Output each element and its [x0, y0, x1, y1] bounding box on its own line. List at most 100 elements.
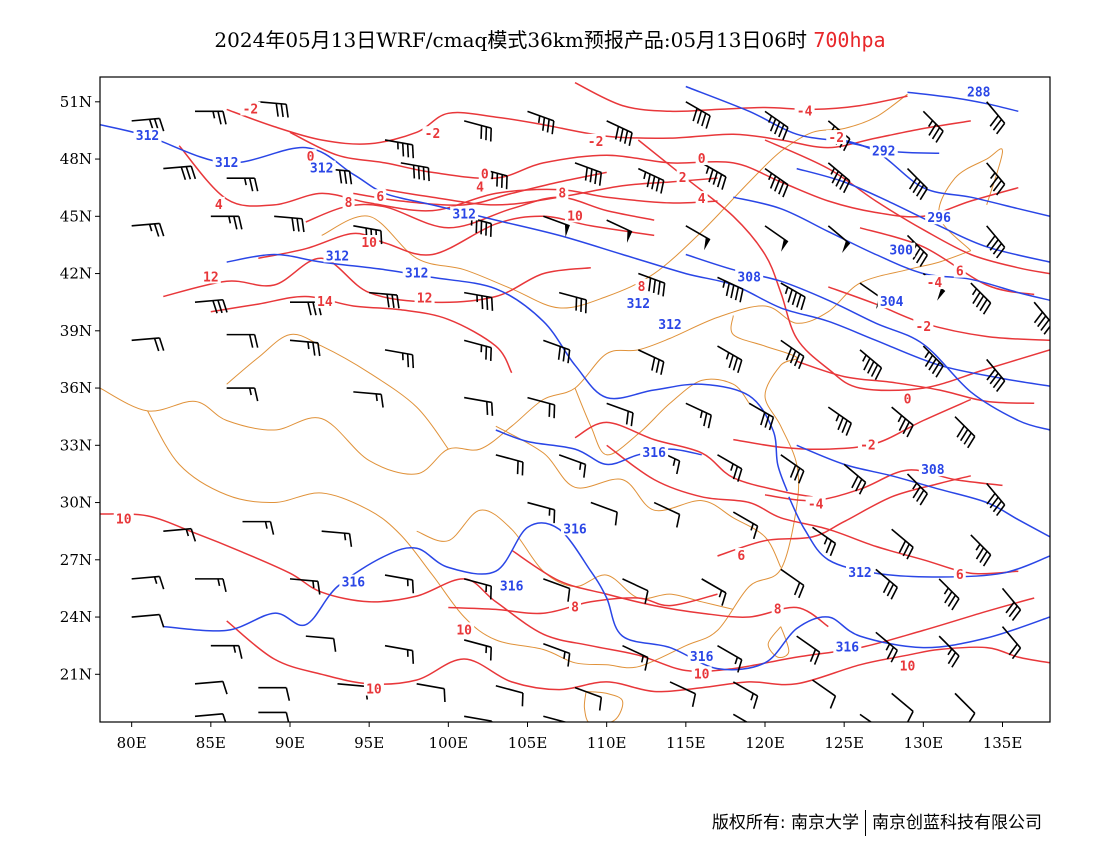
- contour-label-bg: [363, 681, 384, 696]
- temperature-contour: [289, 131, 1019, 218]
- wind-barb: [764, 225, 789, 252]
- y-tick-label: 48N: [60, 150, 92, 168]
- wind-barb: [780, 568, 805, 599]
- wind-barb: [194, 298, 228, 314]
- wind-barb: [210, 215, 243, 230]
- boundary-line: [583, 691, 624, 722]
- wind-barb: [321, 530, 353, 547]
- height-contour: [100, 123, 1050, 387]
- height-contour: [828, 135, 1050, 218]
- height-contour: [226, 253, 788, 492]
- x-tick-label: 110E: [587, 734, 627, 752]
- contour-label-bg: [794, 103, 815, 118]
- contour-label: 4: [215, 198, 223, 213]
- contour-label-bg: [414, 290, 435, 305]
- contour-label-bg: [735, 269, 764, 284]
- contour-label-bg: [339, 574, 368, 589]
- wind-barb: [827, 406, 853, 436]
- wind-barb: [258, 711, 290, 722]
- contour-label-bg: [869, 143, 898, 158]
- contour-label-bg: [200, 269, 221, 284]
- contour-label: -2: [588, 135, 604, 150]
- temperature-contour: [210, 295, 513, 374]
- contour-label: 6: [376, 190, 384, 205]
- wind-barb: [922, 110, 944, 143]
- contour-label-bg: [964, 84, 993, 99]
- wind-barb: [701, 578, 727, 606]
- wind-barb: [653, 501, 681, 528]
- contour-label-bg: [240, 101, 261, 116]
- contour-label: 312: [326, 249, 349, 264]
- contour-label: 0: [698, 152, 706, 167]
- wind-barb: [195, 110, 227, 125]
- wind-barb: [194, 713, 227, 722]
- wind-barb: [163, 165, 197, 180]
- wind-barb: [337, 683, 369, 700]
- wind-barb: [891, 406, 914, 438]
- wind-barb: [637, 167, 665, 194]
- height-contour: [733, 196, 1050, 302]
- contour-label: 10: [567, 209, 583, 224]
- contour-label: -4: [797, 104, 813, 119]
- wind-barb: [843, 463, 867, 495]
- boundary-line: [495, 425, 782, 568]
- y-tick-label: 45N: [60, 207, 92, 225]
- wind-barb: [274, 215, 305, 233]
- contour-label: 6: [956, 568, 964, 583]
- contour-label-bg: [307, 160, 336, 175]
- wind-barb: [875, 568, 898, 600]
- wind-barb: [986, 482, 1006, 517]
- temperature-contour: [511, 549, 829, 628]
- contour-label-bg: [857, 437, 878, 452]
- contour-label-bg: [953, 567, 966, 582]
- temperature-contour: [226, 620, 1050, 693]
- contour-label: 0: [481, 167, 489, 182]
- wind-barb: [859, 349, 883, 381]
- x-tick-label: 130E: [904, 734, 944, 752]
- wind-barb: [131, 337, 165, 352]
- wind-barb: [732, 511, 759, 540]
- contour-label-bg: [497, 578, 526, 593]
- wind-barb: [527, 396, 556, 419]
- wind-barb: [606, 120, 633, 146]
- x-tick-label: 105E: [508, 734, 548, 752]
- wind-barb: [400, 162, 430, 182]
- contour-label: 10: [116, 513, 132, 528]
- wind-barb: [226, 387, 259, 402]
- boundary-line: [574, 378, 750, 456]
- wind-barb: [163, 527, 197, 542]
- contour-label: -4: [927, 276, 943, 291]
- wind-barb: [353, 391, 384, 408]
- contour-label-bg: [771, 601, 784, 616]
- wind-barb: [558, 291, 588, 314]
- wind-barb: [590, 501, 618, 526]
- wind-barb: [226, 333, 259, 348]
- wind-barb: [495, 684, 524, 707]
- x-tick-label: 95E: [354, 734, 384, 752]
- contour-label: -2: [425, 127, 441, 142]
- wind-barb: [210, 644, 243, 659]
- contour-label: 316: [836, 641, 860, 656]
- contour-label-bg: [640, 444, 669, 459]
- y-tick-label: 42N: [60, 265, 92, 283]
- contour-label: 292: [872, 144, 895, 159]
- contour-label: 308: [921, 463, 945, 478]
- contour-label-bg: [687, 649, 716, 664]
- contour-label-bg: [374, 189, 387, 204]
- wind-barb: [717, 345, 743, 374]
- wind-barb: [464, 291, 494, 311]
- wind-barb: [289, 578, 321, 595]
- footer: 版权所有: 南京大学 南京创蓝科技有限公司: [712, 808, 1042, 836]
- x-tick-label: 90E: [275, 734, 305, 752]
- wind-barb: [463, 578, 493, 600]
- wind-barb: [685, 225, 711, 251]
- contour-label: 10: [900, 660, 916, 675]
- wind-barb: [464, 396, 494, 416]
- contour-label: 316: [690, 650, 714, 665]
- wind-barb: [194, 680, 228, 695]
- y-tick-label: 51N: [60, 93, 92, 111]
- wind-barb: [543, 339, 571, 364]
- y-tick-label: 24N: [60, 608, 92, 626]
- wind-barb: [717, 454, 743, 482]
- temperature-contour: [637, 139, 1050, 392]
